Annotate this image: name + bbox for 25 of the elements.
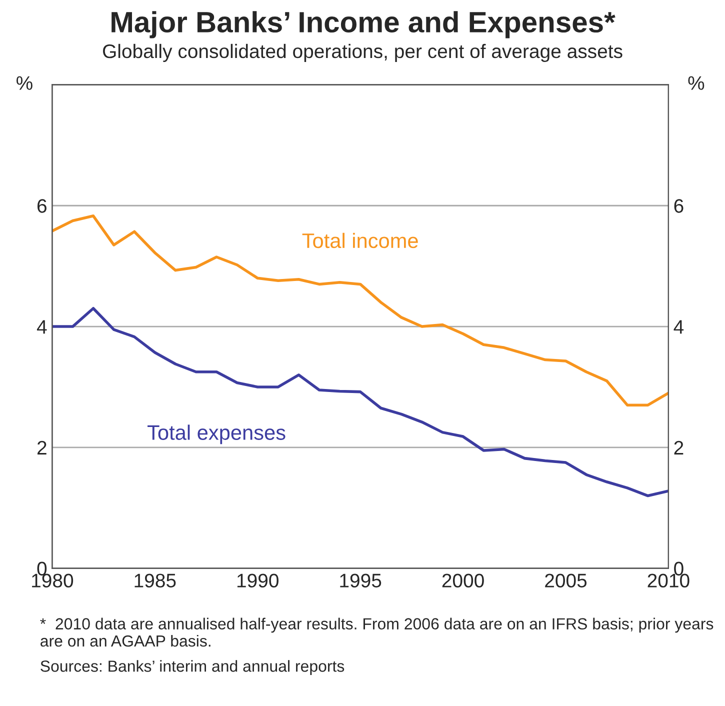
y-tick-label: 2 [38, 440, 46, 454]
x-tick-label: 2010 [648, 574, 690, 588]
y2-axis-title: % [688, 76, 704, 90]
y-tick-label: 6 [38, 199, 46, 213]
text: * 2010 data are annualised half-year results. From 2006 data are on an IFRS basis; prior years are on an AGAAP basis. [40, 618, 714, 647]
x-tick-label: 2005 [545, 574, 587, 588]
y2-tick-label: 4 [674, 320, 684, 334]
chart-title: Major Banks’ Income and Expenses* [112, 11, 616, 38]
source-note: Sources: Banks’ interim and annual reports [40, 660, 344, 675]
line-series [52, 307, 668, 498]
line-series [52, 214, 668, 406]
x-tick-label: 2000 [442, 574, 484, 588]
y2-tick-label: 0 [674, 562, 684, 576]
y-axis-title: % [16, 76, 32, 90]
y-tick-label: 0 [37, 562, 47, 576]
x-tick-label: 1990 [237, 574, 278, 588]
y-tick-label: 4 [36, 320, 47, 334]
y2-tick-label: 2 [674, 440, 684, 454]
x-tick-label: 1985 [134, 574, 176, 588]
x-tick-label: 1995 [340, 574, 382, 588]
chart-subtitle: Globally consolidated operations, per cent of average assets [103, 44, 622, 62]
series-label: Total expenses [148, 424, 286, 444]
x-tick-label: 1980 [32, 574, 74, 588]
series-label: Total income [302, 232, 418, 248]
y2-tick-label: 6 [674, 199, 684, 213]
